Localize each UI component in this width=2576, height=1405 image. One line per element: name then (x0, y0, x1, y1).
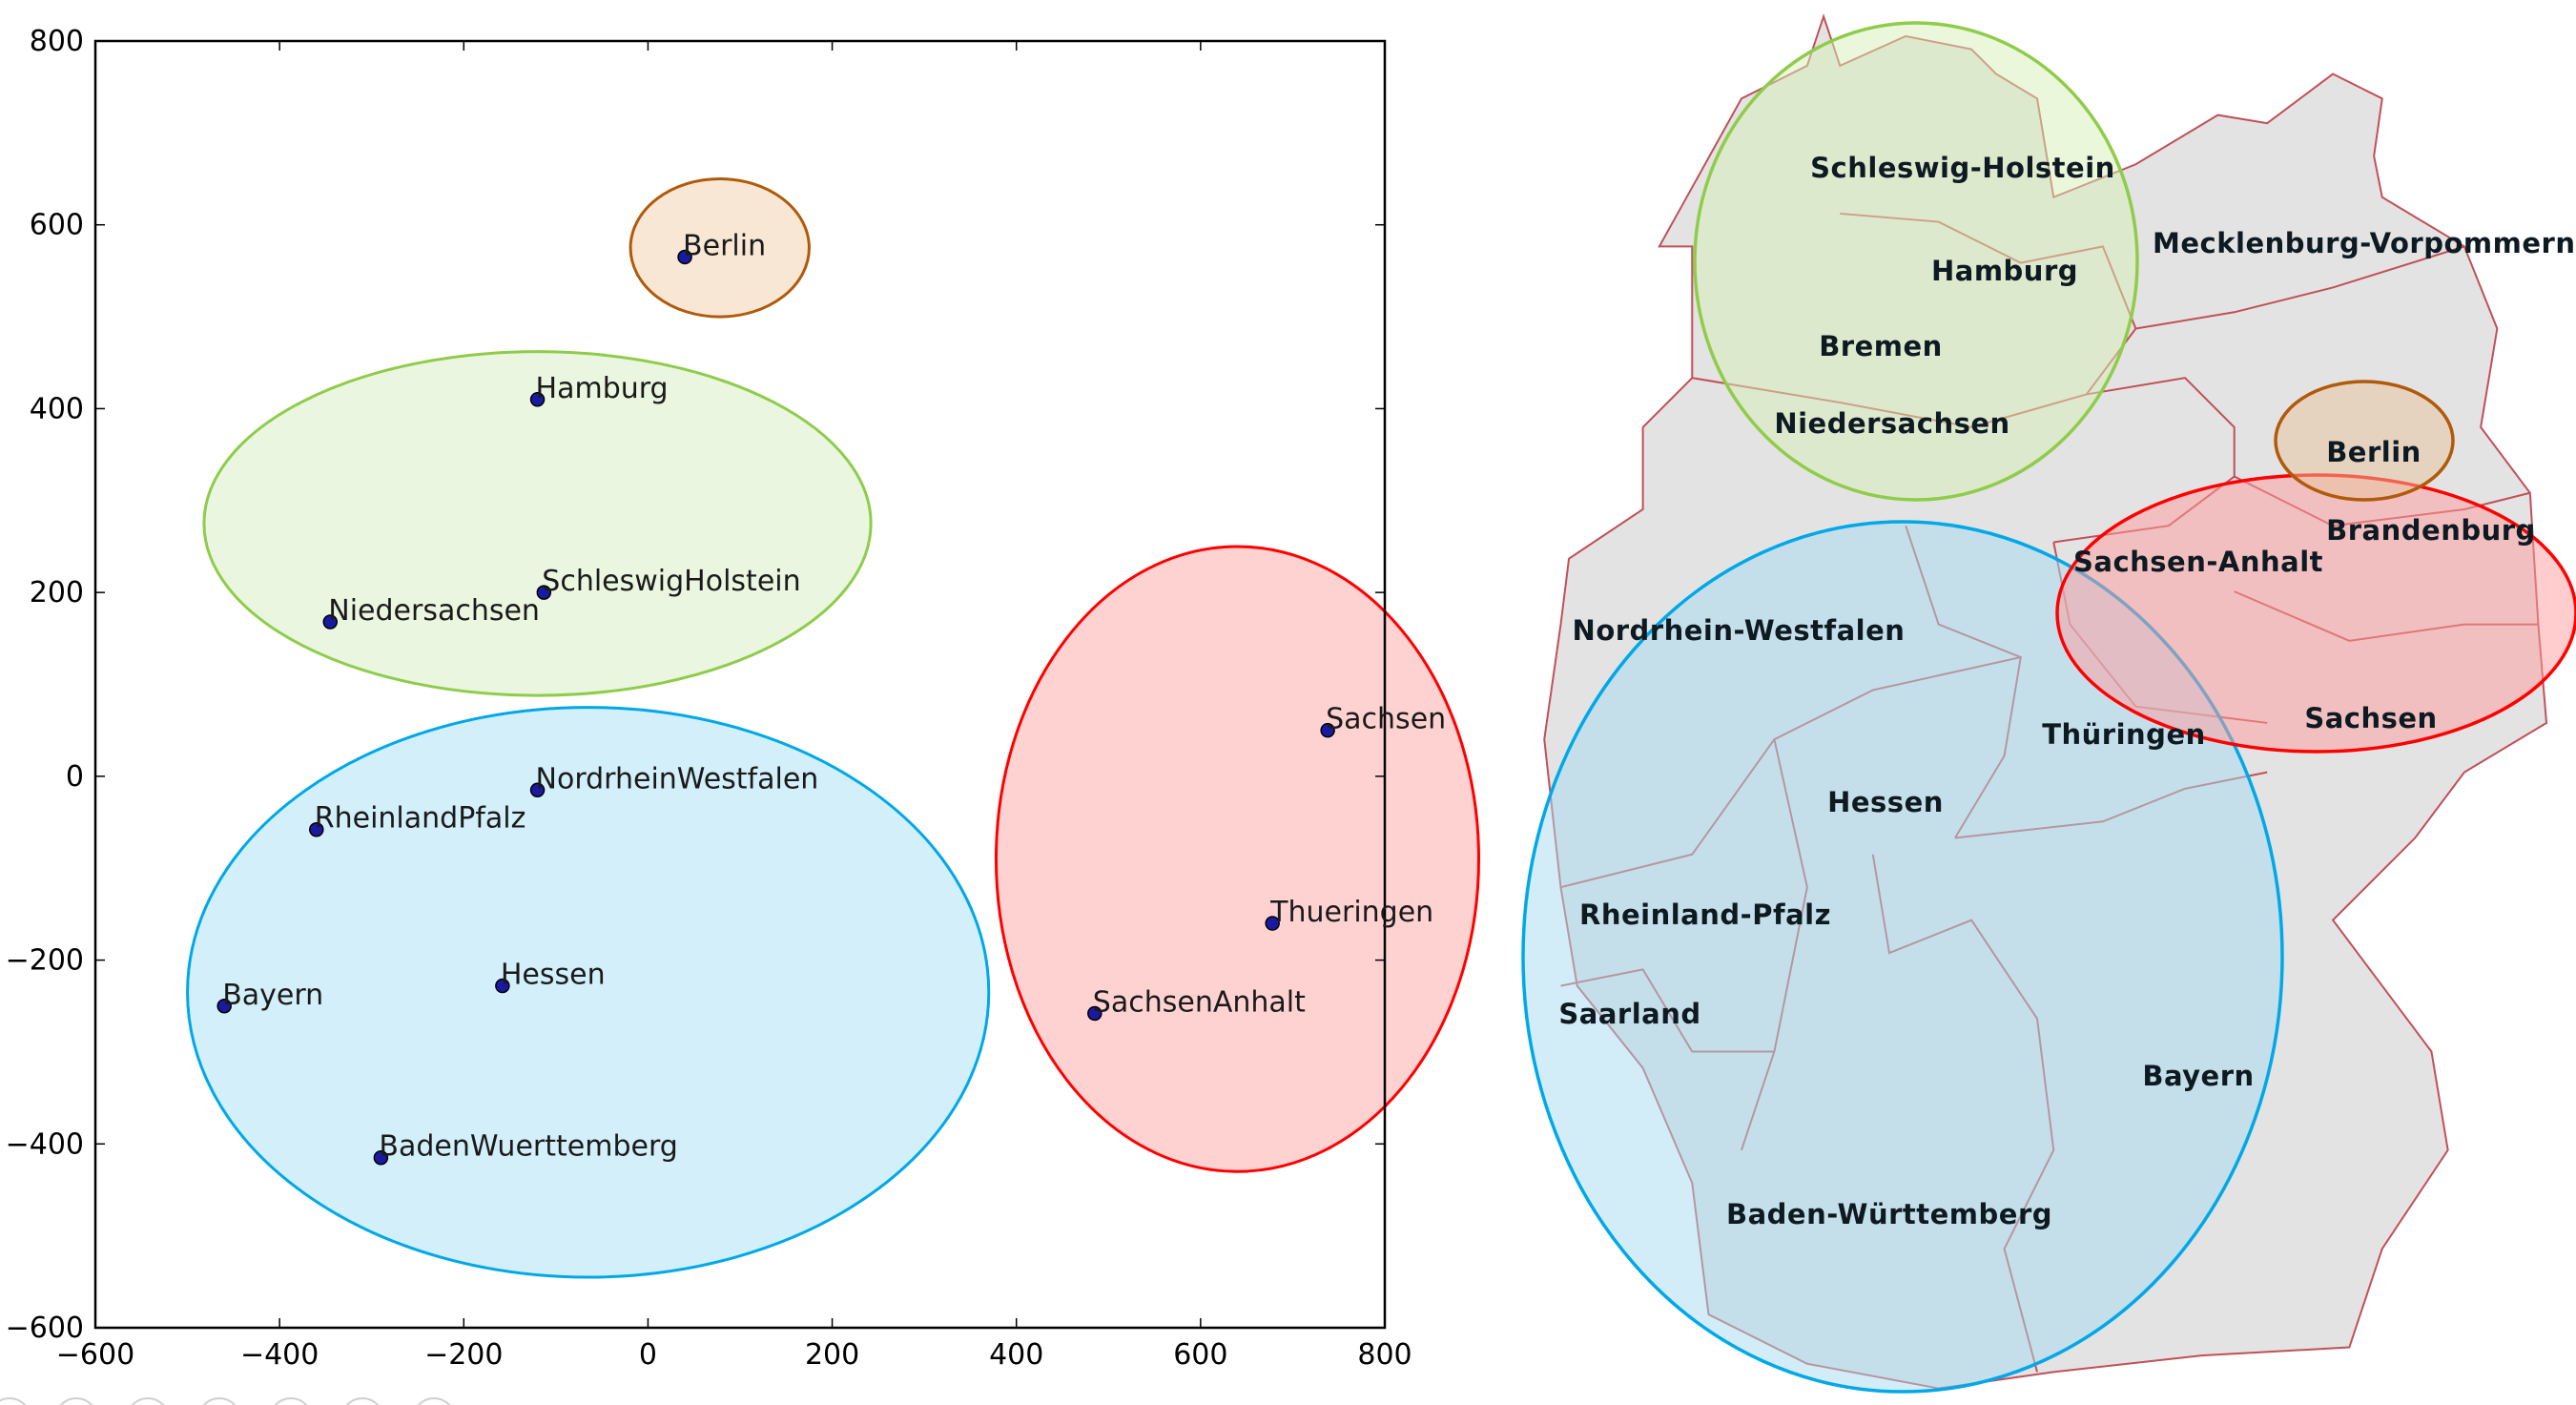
state-border (2086, 377, 2236, 477)
germany-map: Schleswig-Holstein Mecklenburg-Vorpommern… (1521, 13, 2576, 1394)
data-point (1320, 722, 1335, 738)
map-state-label: Sachsen-Anhalt (2073, 546, 2323, 578)
x-tick-label: 800 (1357, 1338, 1412, 1372)
toolbar-icon (0, 1397, 27, 1405)
cluster-ellipse (186, 706, 991, 1279)
map-cluster-circle (2274, 380, 2455, 502)
map-state-label: Schleswig-Holstein (1810, 152, 2115, 184)
data-point (309, 821, 324, 837)
y-tick-label: 0 (66, 760, 84, 794)
map-cluster-circle (1521, 520, 2284, 1394)
cluster-ellipse (629, 177, 811, 319)
map-state-label: Brandenburg (2326, 514, 2536, 547)
data-point (529, 782, 546, 798)
map-state-label: Niedersachsen (1774, 407, 2009, 440)
map-state-label: Nordrhein-Westfalen (1573, 614, 1906, 647)
x-tick-label: 400 (989, 1338, 1043, 1372)
x-tick-label: 0 (639, 1338, 657, 1372)
point-label: Hessen (501, 959, 606, 992)
map-state-label: Sachsen (2304, 702, 2437, 734)
y-tick-label: 800 (30, 25, 84, 58)
point-label: SachsenAnhalt (1093, 985, 1306, 1019)
point-label: BadenWuerttemberg (379, 1130, 677, 1164)
map-state-label: Mecklenburg-Vorpommern (2153, 227, 2575, 259)
point-label: Hamburg (536, 372, 669, 405)
map-state-label: Thüringen (2042, 718, 2206, 751)
x-tick-label: 600 (1173, 1338, 1227, 1372)
toolbar-icon (417, 1397, 451, 1405)
data-point (216, 999, 232, 1014)
state-border (2135, 245, 2465, 330)
map-state-label: Bayern (2142, 1060, 2254, 1092)
point-label: Sachsen (1326, 703, 1446, 736)
x-tick-label: −600 (56, 1338, 134, 1372)
data-point (529, 392, 546, 407)
toolbar-remnant (0, 1397, 451, 1405)
cluster-ellipse (202, 350, 873, 697)
map-state-label: Bremen (1819, 330, 1943, 362)
point-label: Bayern (222, 979, 323, 1012)
map-state-label: Rheinland-Pfalz (1579, 899, 1831, 931)
data-point (677, 249, 692, 265)
y-tick-label: 600 (30, 209, 84, 242)
toolbar-icon (202, 1397, 237, 1405)
data-point (373, 1149, 389, 1166)
point-label: Berlin (683, 229, 766, 262)
map-state-label: Baden-Württemberg (1726, 1198, 2052, 1230)
y-tick-label: 200 (30, 576, 84, 610)
map-state-label: Berlin (2326, 436, 2421, 468)
data-point (1265, 916, 1280, 931)
toolbar-icon (131, 1397, 165, 1405)
plot-frame (93, 39, 1387, 1330)
toolbar-icon (345, 1397, 380, 1405)
point-label: NordrheinWestfalen (536, 762, 819, 795)
x-tick-label: −400 (240, 1338, 319, 1372)
y-tick-label: −400 (6, 1127, 84, 1161)
scatter-chart: −600 −400 −200 0 200 400 600 800 −600 −400 −200 0 20… (6, 25, 1481, 1372)
map-state-label: Hamburg (1931, 255, 2078, 287)
point-label: RheinlandPfalz (315, 802, 526, 836)
cluster-ellipse (994, 545, 1481, 1173)
point-label: SchleswigHolstein (542, 565, 800, 598)
x-tick-label: −200 (424, 1338, 503, 1372)
toolbar-icon (59, 1397, 93, 1405)
data-point (322, 614, 339, 630)
x-tick-label: 200 (805, 1338, 859, 1372)
map-state-label: Saarland (1558, 998, 1700, 1030)
point-label: Thueringen (1269, 896, 1433, 929)
map-state-label: Hessen (1827, 786, 1944, 818)
y-tick-label: −600 (6, 1312, 84, 1345)
toolbar-icon (274, 1397, 308, 1405)
y-tick-label: −200 (6, 944, 84, 978)
map-cluster-circle (1693, 21, 2139, 502)
data-point (495, 978, 510, 994)
y-tick-label: 400 (30, 392, 84, 425)
point-label: Niedersachsen (328, 594, 540, 628)
data-point (536, 585, 552, 600)
data-point (1087, 1005, 1103, 1022)
